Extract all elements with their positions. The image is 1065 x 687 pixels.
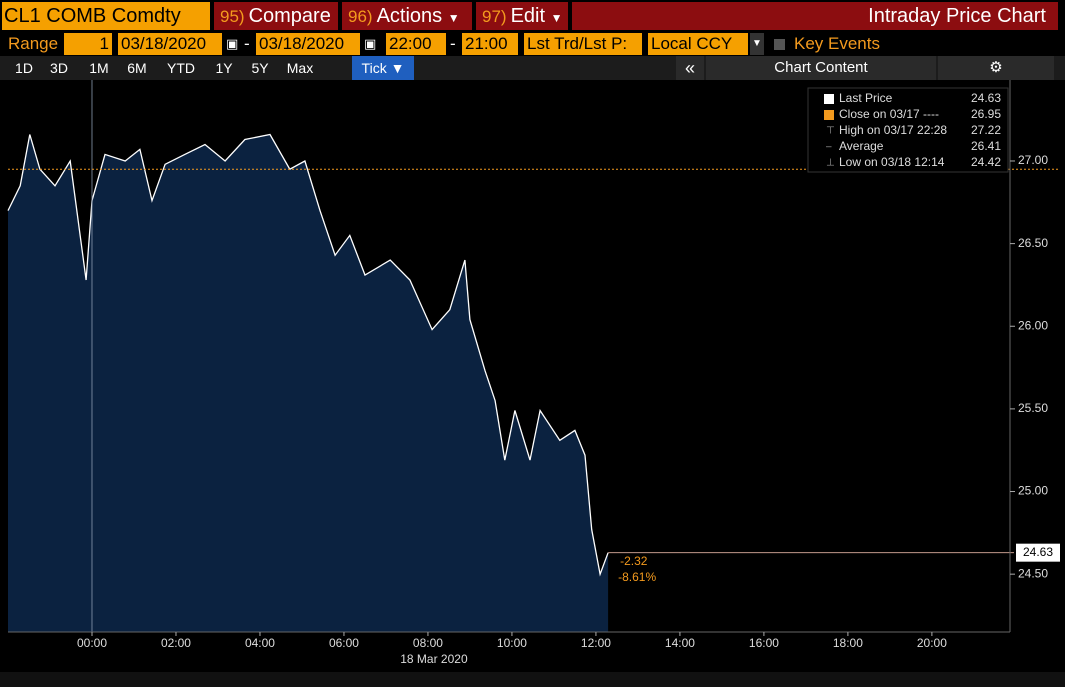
y-tick-label: 25.50 bbox=[1018, 401, 1048, 415]
x-tick-label: 12:00 bbox=[581, 636, 611, 650]
x-tick-label: 00:00 bbox=[77, 636, 107, 650]
period-button[interactable]: 5Y bbox=[251, 60, 269, 76]
x-tick-label: 16:00 bbox=[749, 636, 779, 650]
legend-label: Last Price bbox=[839, 91, 893, 105]
dropdown[interactable]: ▼ bbox=[750, 33, 764, 55]
page-title: Intraday Price Chart bbox=[572, 2, 1058, 30]
period-button[interactable]: 6M bbox=[127, 60, 147, 76]
key-events[interactable]: Key Events bbox=[794, 34, 880, 53]
period-button[interactable]: 1Y bbox=[215, 60, 233, 76]
x-tick-label: 04:00 bbox=[245, 636, 275, 650]
ticker[interactable]: CL1 COMB Comdty bbox=[2, 2, 210, 30]
legend-glyph: – bbox=[826, 142, 832, 153]
x-tick-label: 02:00 bbox=[161, 636, 191, 650]
legend-value: 27.22 bbox=[971, 123, 1001, 137]
legend-glyph: ⊤ bbox=[826, 126, 835, 137]
price-area bbox=[8, 134, 609, 632]
collapse[interactable]: « bbox=[676, 56, 704, 80]
calendar-icon[interactable]: ▣ bbox=[226, 36, 239, 51]
button-label: Edit bbox=[510, 5, 546, 27]
legend-label: Average bbox=[839, 139, 884, 153]
currency[interactable]: Local CCY bbox=[648, 33, 748, 55]
button-label: Actions bbox=[376, 5, 443, 27]
price-line bbox=[7, 133, 609, 577]
legend-value: 26.41 bbox=[971, 139, 1001, 153]
legend-label: Close on 03/17 ---- bbox=[839, 107, 939, 121]
legend-box bbox=[807, 87, 1009, 173]
period-bar: 1D 3D 1M 6M YTD 1Y 5Y Max Tick ▼ « Chart Conten… bbox=[0, 56, 1065, 80]
edit-button[interactable]: 97) Edit ▼ bbox=[476, 2, 568, 30]
period-button[interactable]: 1D bbox=[15, 60, 33, 76]
x-axis-label: 18 Mar 2020 bbox=[400, 652, 468, 666]
last-price-box bbox=[1016, 543, 1060, 562]
button-num: 95) bbox=[220, 7, 245, 26]
period-button[interactable]: YTD bbox=[167, 60, 195, 76]
last-price-label: 24.63 bbox=[1023, 545, 1053, 559]
end-date[interactable]: 03/18/2020 bbox=[256, 33, 360, 55]
button-label: Compare bbox=[248, 5, 331, 27]
button-num: 96) bbox=[348, 7, 373, 26]
x-tick-label: 14:00 bbox=[665, 636, 695, 650]
change-pct-annotation: -8.61% bbox=[618, 570, 656, 584]
footer bbox=[0, 672, 1065, 687]
y-tick-label: 26.00 bbox=[1018, 318, 1048, 332]
legend-label: Low on 03/18 12:14 bbox=[839, 155, 945, 169]
range-label: Range bbox=[8, 34, 59, 53]
end-time[interactable]: 21:00 bbox=[462, 33, 518, 55]
period-button[interactable]: 3D bbox=[50, 60, 68, 76]
period-button[interactable]: Max bbox=[286, 60, 314, 76]
chart: 24.63 -2.32 -8.61% 24.50 25.00 25.50 26.00 26.5… bbox=[7, 80, 1060, 666]
compare-button[interactable]: 95) Compare bbox=[214, 2, 338, 30]
legend-glyph: ⊥ bbox=[826, 158, 835, 169]
chart-content-label: Chart Content bbox=[774, 59, 868, 76]
change-annotation: -2.32 bbox=[620, 554, 648, 568]
period-label: Tick bbox=[361, 60, 387, 76]
chart-content[interactable]: Chart Content bbox=[706, 56, 936, 80]
price-type[interactable]: Lst Trd/Lst P: bbox=[524, 33, 642, 55]
y-tick-label: 27.00 bbox=[1018, 153, 1048, 167]
range-value[interactable]: 1 bbox=[64, 33, 112, 55]
x-tick-label: 08:00 bbox=[413, 636, 443, 650]
x-tick-label: 06:00 bbox=[329, 636, 359, 650]
legend-swatch bbox=[824, 94, 834, 104]
y-tick-label: 26.50 bbox=[1018, 236, 1048, 250]
x-tick-label: 10:00 bbox=[497, 636, 527, 650]
top-bar: CL1 COMB Comdty 95) Compare 96) Actions ▼ … bbox=[0, 0, 1065, 32]
period-button[interactable]: 1M bbox=[89, 60, 109, 76]
y-tick-label: 25.00 bbox=[1018, 484, 1048, 498]
start-time[interactable]: 22:00 bbox=[386, 33, 446, 55]
separator: - bbox=[450, 34, 456, 53]
legend-value: 26.95 bbox=[971, 107, 1001, 121]
x-tick-label: 18:00 bbox=[833, 636, 863, 650]
range-bar: Range 1 03/18/2020 ▣ - 03/18/2020 ▣ 22:0… bbox=[0, 33, 1065, 55]
settings[interactable]: ⚙ bbox=[938, 56, 1054, 80]
tick-selected[interactable]: Tick ▼ bbox=[352, 56, 414, 80]
start-date[interactable]: 03/18/2020 bbox=[118, 33, 222, 55]
legend-label: High on 03/17 22:28 bbox=[839, 123, 947, 137]
legend-swatch bbox=[824, 110, 834, 120]
legend-value: 24.63 bbox=[971, 91, 1001, 105]
legend-value: 24.42 bbox=[971, 155, 1001, 169]
y-tick-label: 24.50 bbox=[1018, 566, 1048, 580]
x-tick-label: 20:00 bbox=[917, 636, 947, 650]
actions-button[interactable]: 96) Actions ▼ bbox=[342, 2, 472, 30]
separator: - bbox=[244, 34, 250, 53]
button-num: 97) bbox=[482, 7, 507, 26]
checkbox[interactable] bbox=[774, 39, 785, 50]
calendar-icon[interactable]: ▣ bbox=[364, 36, 377, 51]
